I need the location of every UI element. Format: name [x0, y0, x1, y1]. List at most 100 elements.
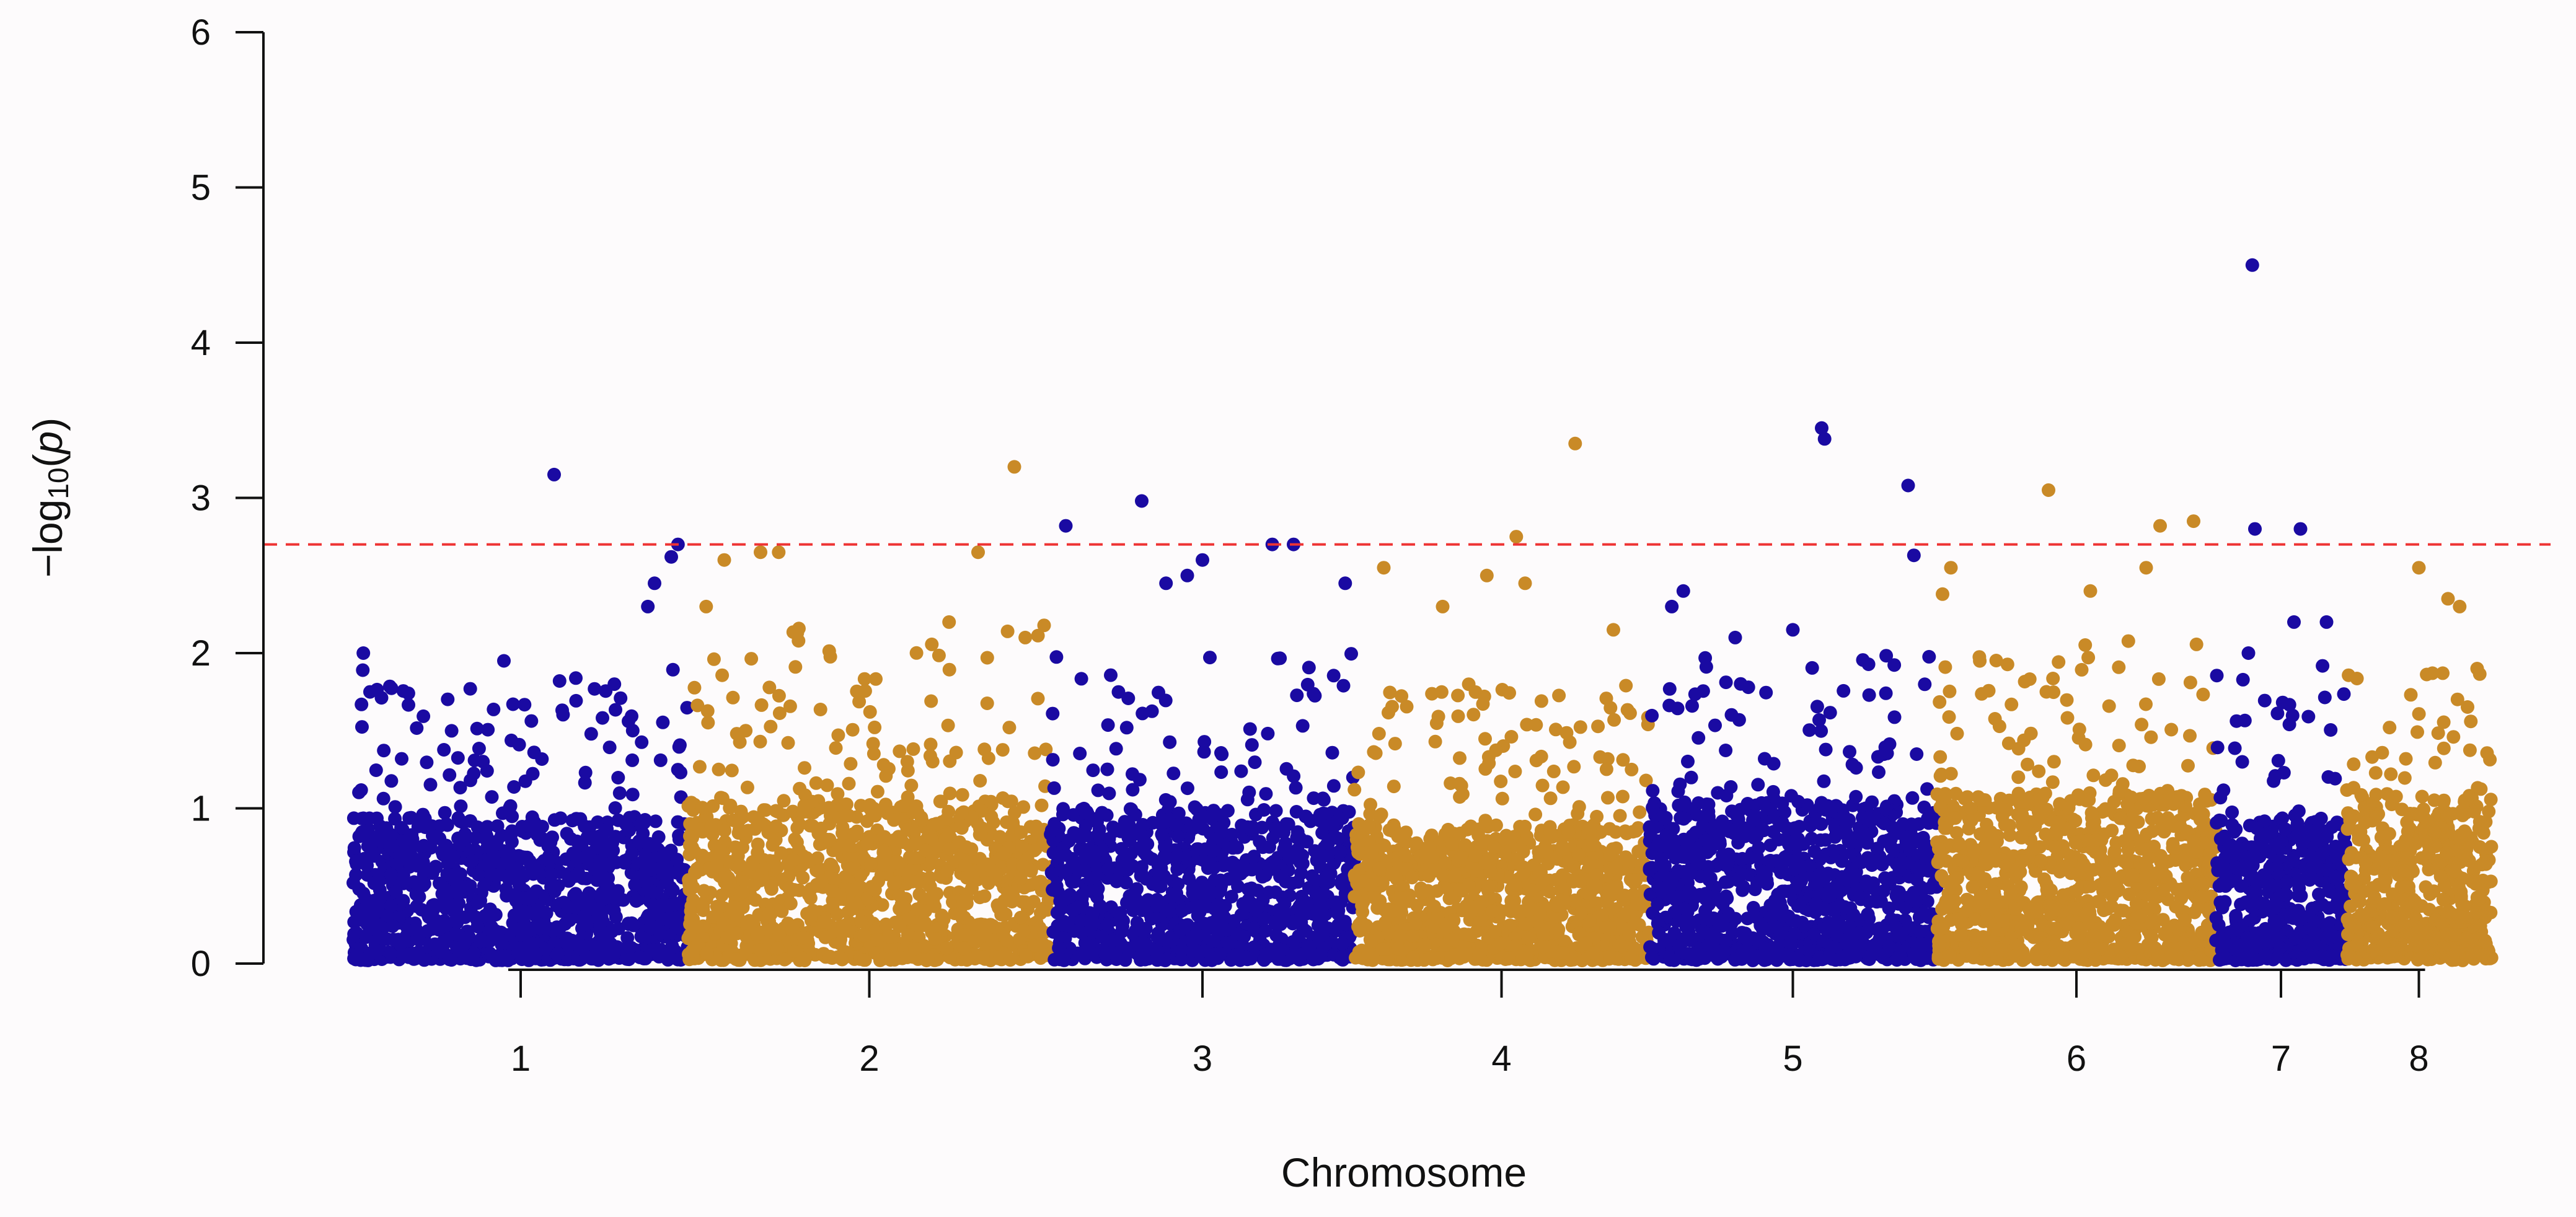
snp-point: [1225, 827, 1239, 841]
snp-point: [544, 880, 558, 894]
snp-point: [438, 806, 452, 820]
snp-point: [384, 681, 399, 695]
snp-point: [1375, 942, 1390, 956]
snp-point: [666, 883, 680, 897]
snp-point: [730, 727, 744, 741]
snp-point: [634, 929, 648, 944]
snp-point: [858, 684, 872, 698]
snp-point: [1427, 899, 1441, 913]
snp-point: [1406, 951, 1420, 965]
snp-point: [1524, 883, 1538, 897]
snp-point: [920, 952, 935, 967]
snp-point: [1299, 809, 1313, 824]
snp-point: [567, 889, 581, 903]
snp-point: [1204, 951, 1219, 965]
snp-point: [401, 923, 415, 938]
snp-point: [668, 897, 682, 912]
snp-point: [647, 839, 661, 853]
snp-point: [1719, 744, 1733, 757]
snp-point: [1312, 913, 1326, 928]
snp-point: [888, 915, 902, 929]
snp-point: [1421, 884, 1435, 898]
snp-point: [1108, 946, 1121, 960]
snp-point: [439, 838, 453, 853]
snp-point: [1910, 747, 1924, 761]
snp-point: [1400, 700, 1414, 714]
snp-point: [410, 721, 424, 735]
snp-point: [1549, 872, 1563, 887]
snp-point: [1495, 791, 1509, 806]
snp-point: [1502, 686, 1516, 700]
snp-point: [350, 947, 364, 962]
snp-point: [1083, 871, 1098, 885]
snp-point: [1046, 883, 1060, 897]
snp-point: [1478, 814, 1493, 828]
snp-point: [1056, 915, 1070, 929]
snp-point: [401, 686, 415, 700]
snp-point: [386, 919, 400, 933]
snp-point: [447, 904, 461, 918]
snp-point: [347, 927, 361, 941]
snp-point: [648, 576, 661, 591]
snp-point: [1387, 780, 1401, 794]
snp-point: [685, 944, 699, 958]
snp-point: [688, 845, 702, 859]
snp-point: [611, 771, 625, 784]
snp-point: [836, 919, 850, 933]
snp-point: [619, 951, 633, 965]
snp-point: [868, 883, 882, 897]
snp-point: [955, 788, 969, 802]
snp-point: [1287, 769, 1301, 783]
snp-point: [1453, 883, 1467, 897]
snp-point: [1551, 899, 1565, 913]
snp-point: [454, 799, 468, 814]
snp-point: [417, 709, 431, 723]
snp-point: [1424, 828, 1439, 843]
snp-point: [1535, 778, 1550, 793]
snp-point: [1046, 925, 1061, 939]
snp-point: [857, 953, 871, 967]
snp-point: [1586, 946, 1600, 960]
snp-point: [744, 652, 759, 666]
snp-point: [1573, 720, 1587, 734]
snp-point: [1136, 706, 1150, 721]
snp-point: [394, 820, 408, 835]
snp-point: [1451, 709, 1465, 723]
snp-point: [1277, 897, 1292, 911]
snp-point: [787, 883, 801, 897]
snp-point: [748, 893, 762, 907]
snp-point: [1599, 692, 1613, 706]
snp-point: [1817, 774, 1831, 788]
snp-point: [889, 856, 903, 870]
snp-point: [1362, 818, 1376, 832]
snp-point: [1361, 946, 1375, 960]
snp-point: [715, 668, 730, 682]
snp-point: [578, 765, 593, 780]
data-points: [346, 258, 2499, 967]
snp-point: [798, 954, 812, 967]
snp-point: [363, 947, 377, 961]
snp-point: [959, 840, 973, 855]
snp-point: [1295, 719, 1310, 733]
snp-point: [1603, 848, 1617, 862]
snp-point: [588, 682, 602, 696]
snp-point: [751, 837, 765, 851]
snp-point: [1488, 925, 1502, 939]
snp-point: [1494, 775, 1508, 788]
snp-point: [1511, 852, 1525, 866]
snp-point: [1823, 706, 1837, 720]
snp-point: [1014, 825, 1028, 839]
snp-point: [657, 897, 671, 912]
snp-point: [943, 786, 957, 801]
snp-point: [1872, 765, 1886, 780]
snp-point: [746, 856, 760, 871]
snp-point: [495, 856, 509, 871]
snp-point: [842, 776, 856, 791]
snp-point: [586, 949, 600, 964]
snp-point: [930, 817, 943, 831]
snp-point: [980, 651, 994, 665]
snp-point: [1599, 921, 1613, 934]
snp-point: [1616, 753, 1630, 767]
snp-point: [1034, 798, 1049, 812]
snp-point: [641, 599, 655, 613]
